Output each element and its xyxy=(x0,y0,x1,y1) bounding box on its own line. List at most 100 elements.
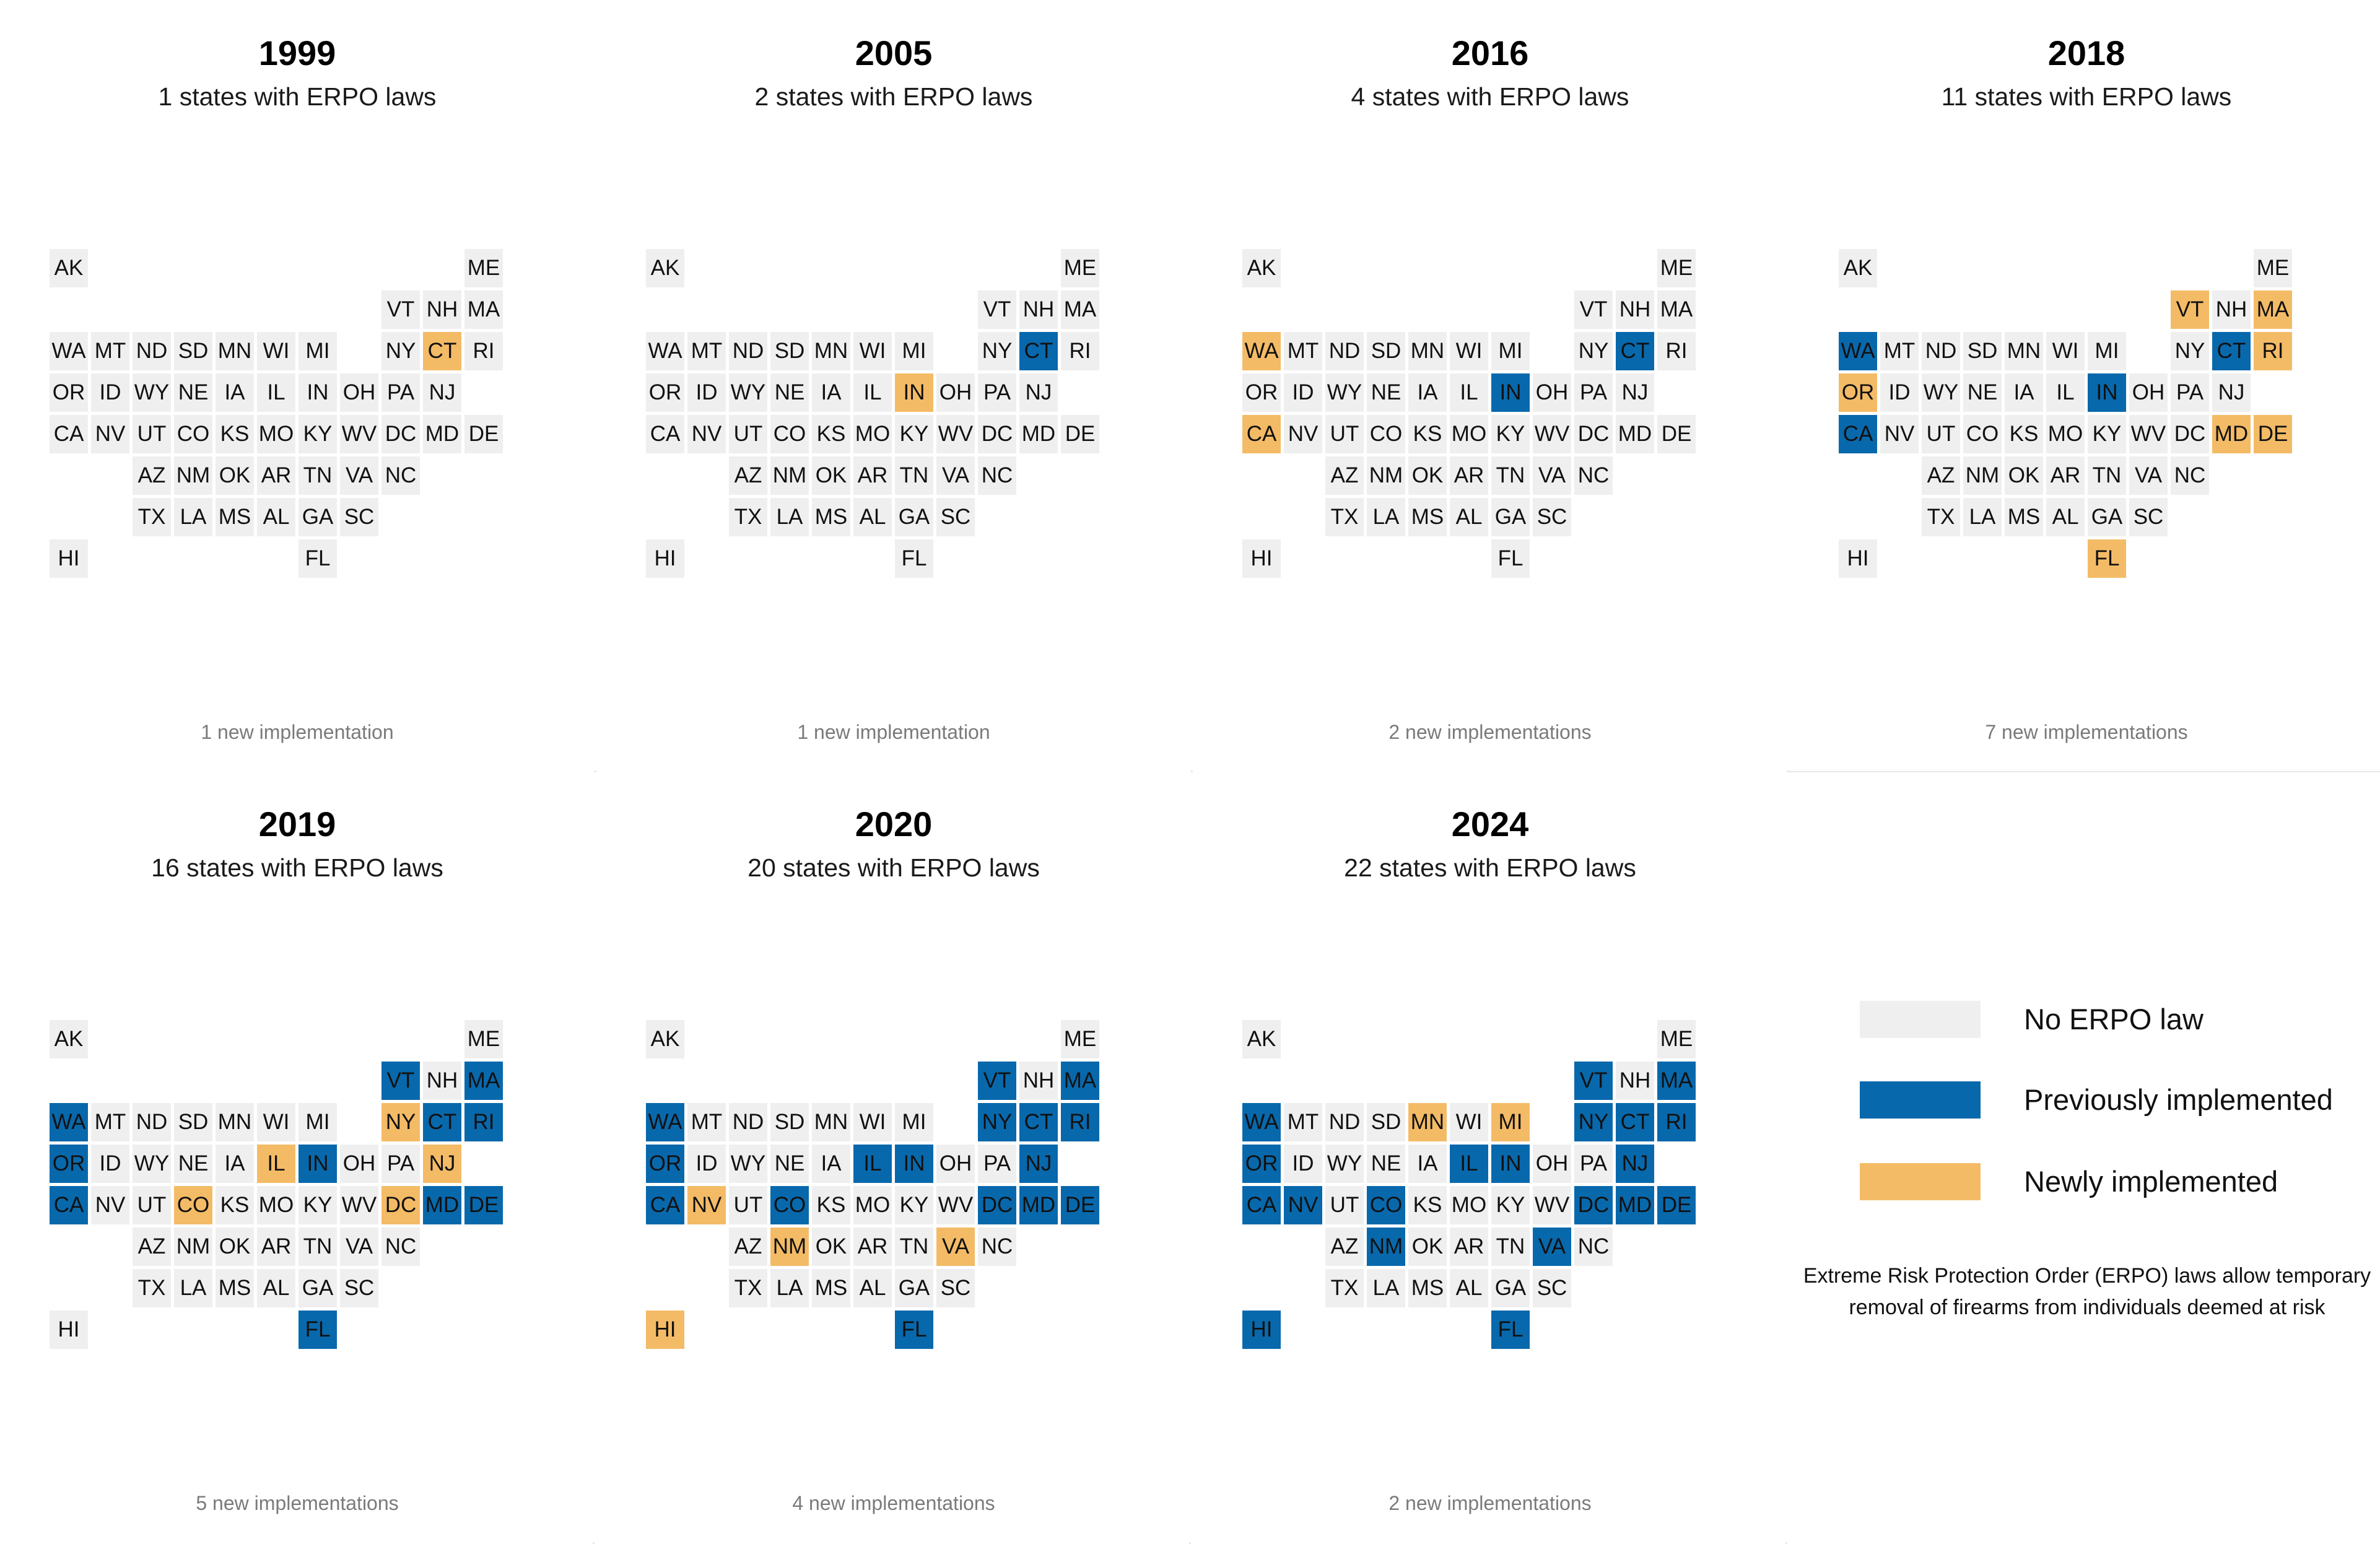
panel-new-count: 7 new implementations xyxy=(1985,721,2188,743)
state-tile-sd: SD xyxy=(1367,332,1405,370)
state-tile-ok: OK xyxy=(1408,456,1447,495)
state-tile-ok: OK xyxy=(216,456,254,495)
panel-year-title: 2016 xyxy=(1451,33,1529,72)
state-tile-mn: MN xyxy=(812,332,850,370)
state-tile-ut: UT xyxy=(1325,415,1364,453)
state-tile-fl: FL xyxy=(895,539,933,578)
state-tile-al: AL xyxy=(2046,498,2085,536)
state-tile-nv: NV xyxy=(91,415,129,453)
state-tile-wi: WI xyxy=(1450,1103,1488,1141)
state-tile-az: AZ xyxy=(1325,456,1364,495)
state-tile-wi: WI xyxy=(257,332,295,370)
state-tile-sd: SD xyxy=(770,332,809,370)
state-tile-nv: NV xyxy=(91,1186,129,1224)
state-tile-mn: MN xyxy=(1408,332,1447,370)
state-tile-sc: SC xyxy=(2129,498,2168,536)
panel-year-title: 2018 xyxy=(2047,33,2125,72)
state-tile-wy: WY xyxy=(133,1145,171,1183)
state-tile-or: OR xyxy=(1839,373,1877,412)
state-tile-sd: SD xyxy=(1367,1103,1405,1141)
state-tile-ri: RI xyxy=(1657,332,1696,370)
state-tile-hi: HI xyxy=(50,539,88,578)
state-tile-fl: FL xyxy=(1491,539,1530,578)
state-tile-tn: TN xyxy=(299,1228,337,1266)
state-tile-nj: NJ xyxy=(1616,1145,1654,1183)
state-tile-id: ID xyxy=(1284,373,1322,412)
state-tile-id: ID xyxy=(1284,1145,1322,1183)
state-tile-ky: KY xyxy=(1491,415,1530,453)
state-tile-ar: AR xyxy=(1450,1228,1488,1266)
state-tile-md: MD xyxy=(423,415,461,453)
state-tile-ny: NY xyxy=(1574,1103,1613,1141)
state-tile-wa: WA xyxy=(1839,332,1877,370)
state-tile-in: IN xyxy=(2088,373,2126,412)
state-tile-nm: NM xyxy=(1367,456,1405,495)
state-tile-mt: MT xyxy=(91,1103,129,1141)
state-tile-ky: KY xyxy=(1491,1186,1530,1224)
state-tile-nm: NM xyxy=(174,456,212,495)
panel-state-count: 22 states with ERPO laws xyxy=(1344,853,1636,882)
state-tile-ia: IA xyxy=(812,373,850,412)
state-tile-ca: CA xyxy=(646,415,684,453)
panel-state-count: 4 states with ERPO laws xyxy=(1351,82,1629,111)
panel-2005: 2005 2 states with ERPO laws AK ME VT NH MA WA M… xyxy=(596,0,1191,771)
state-tile-ny: NY xyxy=(2171,332,2209,370)
state-tile-mi: MI xyxy=(1491,1103,1530,1141)
state-tile-me: ME xyxy=(1061,1020,1099,1058)
state-tile-al: AL xyxy=(257,498,295,536)
state-tile-nv: NV xyxy=(687,415,726,453)
state-tile-pa: PA xyxy=(1574,373,1613,412)
state-tile-nh: NH xyxy=(1616,1062,1654,1100)
state-tile-wy: WY xyxy=(1325,373,1364,412)
state-tile-nm: NM xyxy=(770,456,809,495)
state-tile-de: DE xyxy=(464,415,503,453)
state-tile-wa: WA xyxy=(50,1103,88,1141)
state-tile-or: OR xyxy=(1242,373,1281,412)
state-tile-vt: VT xyxy=(2171,290,2209,329)
state-tile-tx: TX xyxy=(729,498,767,536)
state-tile-ny: NY xyxy=(978,1103,1016,1141)
state-tile-ca: CA xyxy=(1242,415,1281,453)
state-tile-nv: NV xyxy=(1284,415,1322,453)
state-tile-ri: RI xyxy=(1061,332,1099,370)
state-tile-nm: NM xyxy=(770,1228,809,1266)
state-tile-ga: GA xyxy=(1491,1269,1530,1307)
state-tile-ok: OK xyxy=(2005,456,2043,495)
panel-state-count: 11 states with ERPO laws xyxy=(1941,82,2232,111)
state-tile-me: ME xyxy=(2254,249,2292,287)
state-tile-nc: NC xyxy=(978,456,1016,495)
state-tile-nd: ND xyxy=(729,1103,767,1141)
state-tile-ia: IA xyxy=(2005,373,2043,412)
state-tile-ma: MA xyxy=(1657,290,1696,329)
state-tile-ct: CT xyxy=(423,332,461,370)
state-tile-la: LA xyxy=(770,1269,809,1307)
state-tile-ak: AK xyxy=(1839,249,1877,287)
state-tile-mi: MI xyxy=(895,1103,933,1141)
state-tile-ne: NE xyxy=(1963,373,2002,412)
state-tile-hi: HI xyxy=(646,1311,684,1349)
state-tile-nh: NH xyxy=(2212,290,2251,329)
state-tile-sc: SC xyxy=(936,498,975,536)
state-tile-ca: CA xyxy=(1242,1186,1281,1224)
state-tile-ma: MA xyxy=(1061,290,1099,329)
state-tile-nc: NC xyxy=(381,1228,420,1266)
state-tile-ky: KY xyxy=(895,415,933,453)
state-tile-sd: SD xyxy=(770,1103,809,1141)
state-tile-pa: PA xyxy=(978,373,1016,412)
state-tile-tx: TX xyxy=(1922,498,1960,536)
state-tile-il: IL xyxy=(1450,373,1488,412)
state-tile-wi: WI xyxy=(1450,332,1488,370)
state-tile-pa: PA xyxy=(1574,1145,1613,1183)
legend-swatch-previous xyxy=(1860,1081,1981,1119)
state-tile-dc: DC xyxy=(381,1186,420,1224)
state-tile-ar: AR xyxy=(2046,456,2085,495)
state-tile-ut: UT xyxy=(1922,415,1960,453)
state-tile-nv: NV xyxy=(687,1186,726,1224)
state-tile-sc: SC xyxy=(1533,498,1571,536)
state-tile-dc: DC xyxy=(381,415,420,453)
state-tile-ny: NY xyxy=(381,1103,420,1141)
state-tile-ak: AK xyxy=(646,1020,684,1058)
state-tile-ks: KS xyxy=(812,1186,850,1224)
state-tile-al: AL xyxy=(853,1269,892,1307)
state-tile-ks: KS xyxy=(812,415,850,453)
